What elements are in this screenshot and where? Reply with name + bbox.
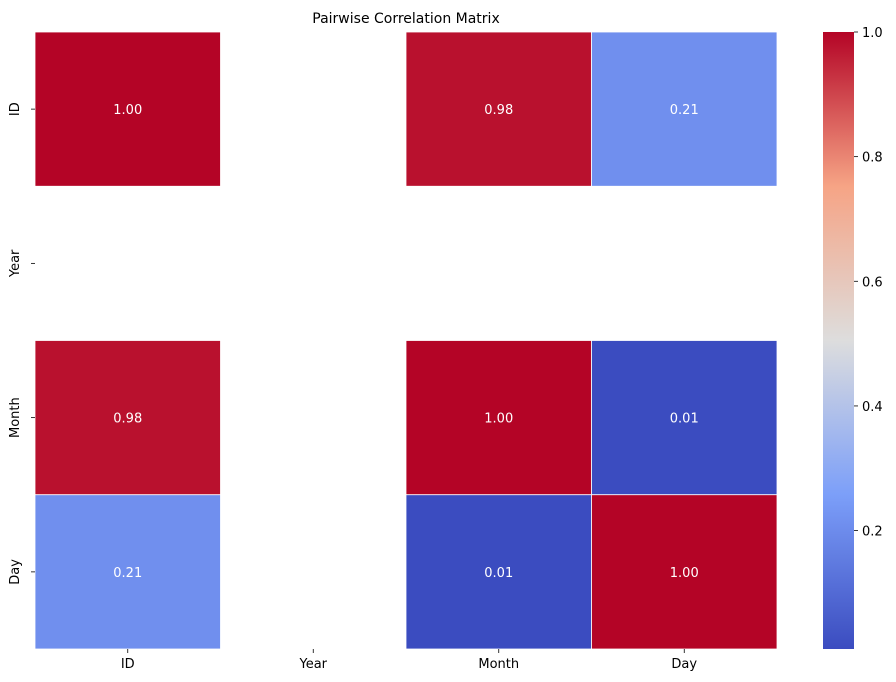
chart-title: Pairwise Correlation Matrix: [312, 11, 499, 27]
colorbar-tick-label: 0.4: [862, 400, 883, 415]
y-tick-label: Month: [8, 397, 23, 438]
cell-value-label: 0.98: [484, 103, 513, 118]
cell-value-label: 0.21: [113, 566, 142, 581]
heatmap-cell: [405, 494, 592, 650]
x-tick-label: Month: [478, 657, 519, 672]
colorbar-tick-label: 0.8: [862, 151, 883, 166]
x-tick-label: ID: [121, 657, 135, 672]
x-tick-label: Day: [671, 657, 697, 672]
x-tick-label: Year: [298, 657, 327, 672]
cell-value-label: 0.01: [484, 566, 513, 581]
colorbar-tick-label: 0.6: [862, 275, 883, 290]
heatmap-cell: [34, 31, 221, 187]
heatmap-cells: [34, 31, 778, 650]
heatmap-cell-labels: 1.00 0.98 0.21 0.98 1.00 0.01 0.21 0.01 1.00: [113, 103, 698, 581]
colorbar: 0.2 0.4 0.6 0.8 1.0: [823, 26, 883, 649]
y-tick-label: ID: [8, 102, 23, 116]
cell-value-label: 0.98: [113, 412, 142, 427]
y-tick-label: Year: [8, 249, 23, 278]
heatmap-cell: [405, 340, 592, 496]
heatmap-cell: [591, 31, 778, 187]
y-tick-label: Day: [8, 559, 23, 585]
cell-value-label: 1.00: [113, 103, 142, 118]
cell-value-label: 0.21: [670, 103, 699, 118]
heatmap-cell: [34, 340, 221, 496]
cell-value-label: 1.00: [484, 412, 513, 427]
x-axis: ID Year Month Day: [121, 649, 697, 672]
colorbar-tick-label: 1.0: [862, 26, 883, 41]
heatmap-cell: [591, 340, 778, 496]
heatmap-cell: [34, 494, 221, 650]
heatmap-cell: [405, 31, 592, 187]
cell-value-label: 1.00: [670, 566, 699, 581]
cell-value-label: 0.01: [670, 412, 699, 427]
colorbar-gradient: [823, 32, 854, 649]
colorbar-tick-label: 0.2: [862, 525, 883, 540]
y-axis: ID Year Month Day: [8, 102, 35, 585]
